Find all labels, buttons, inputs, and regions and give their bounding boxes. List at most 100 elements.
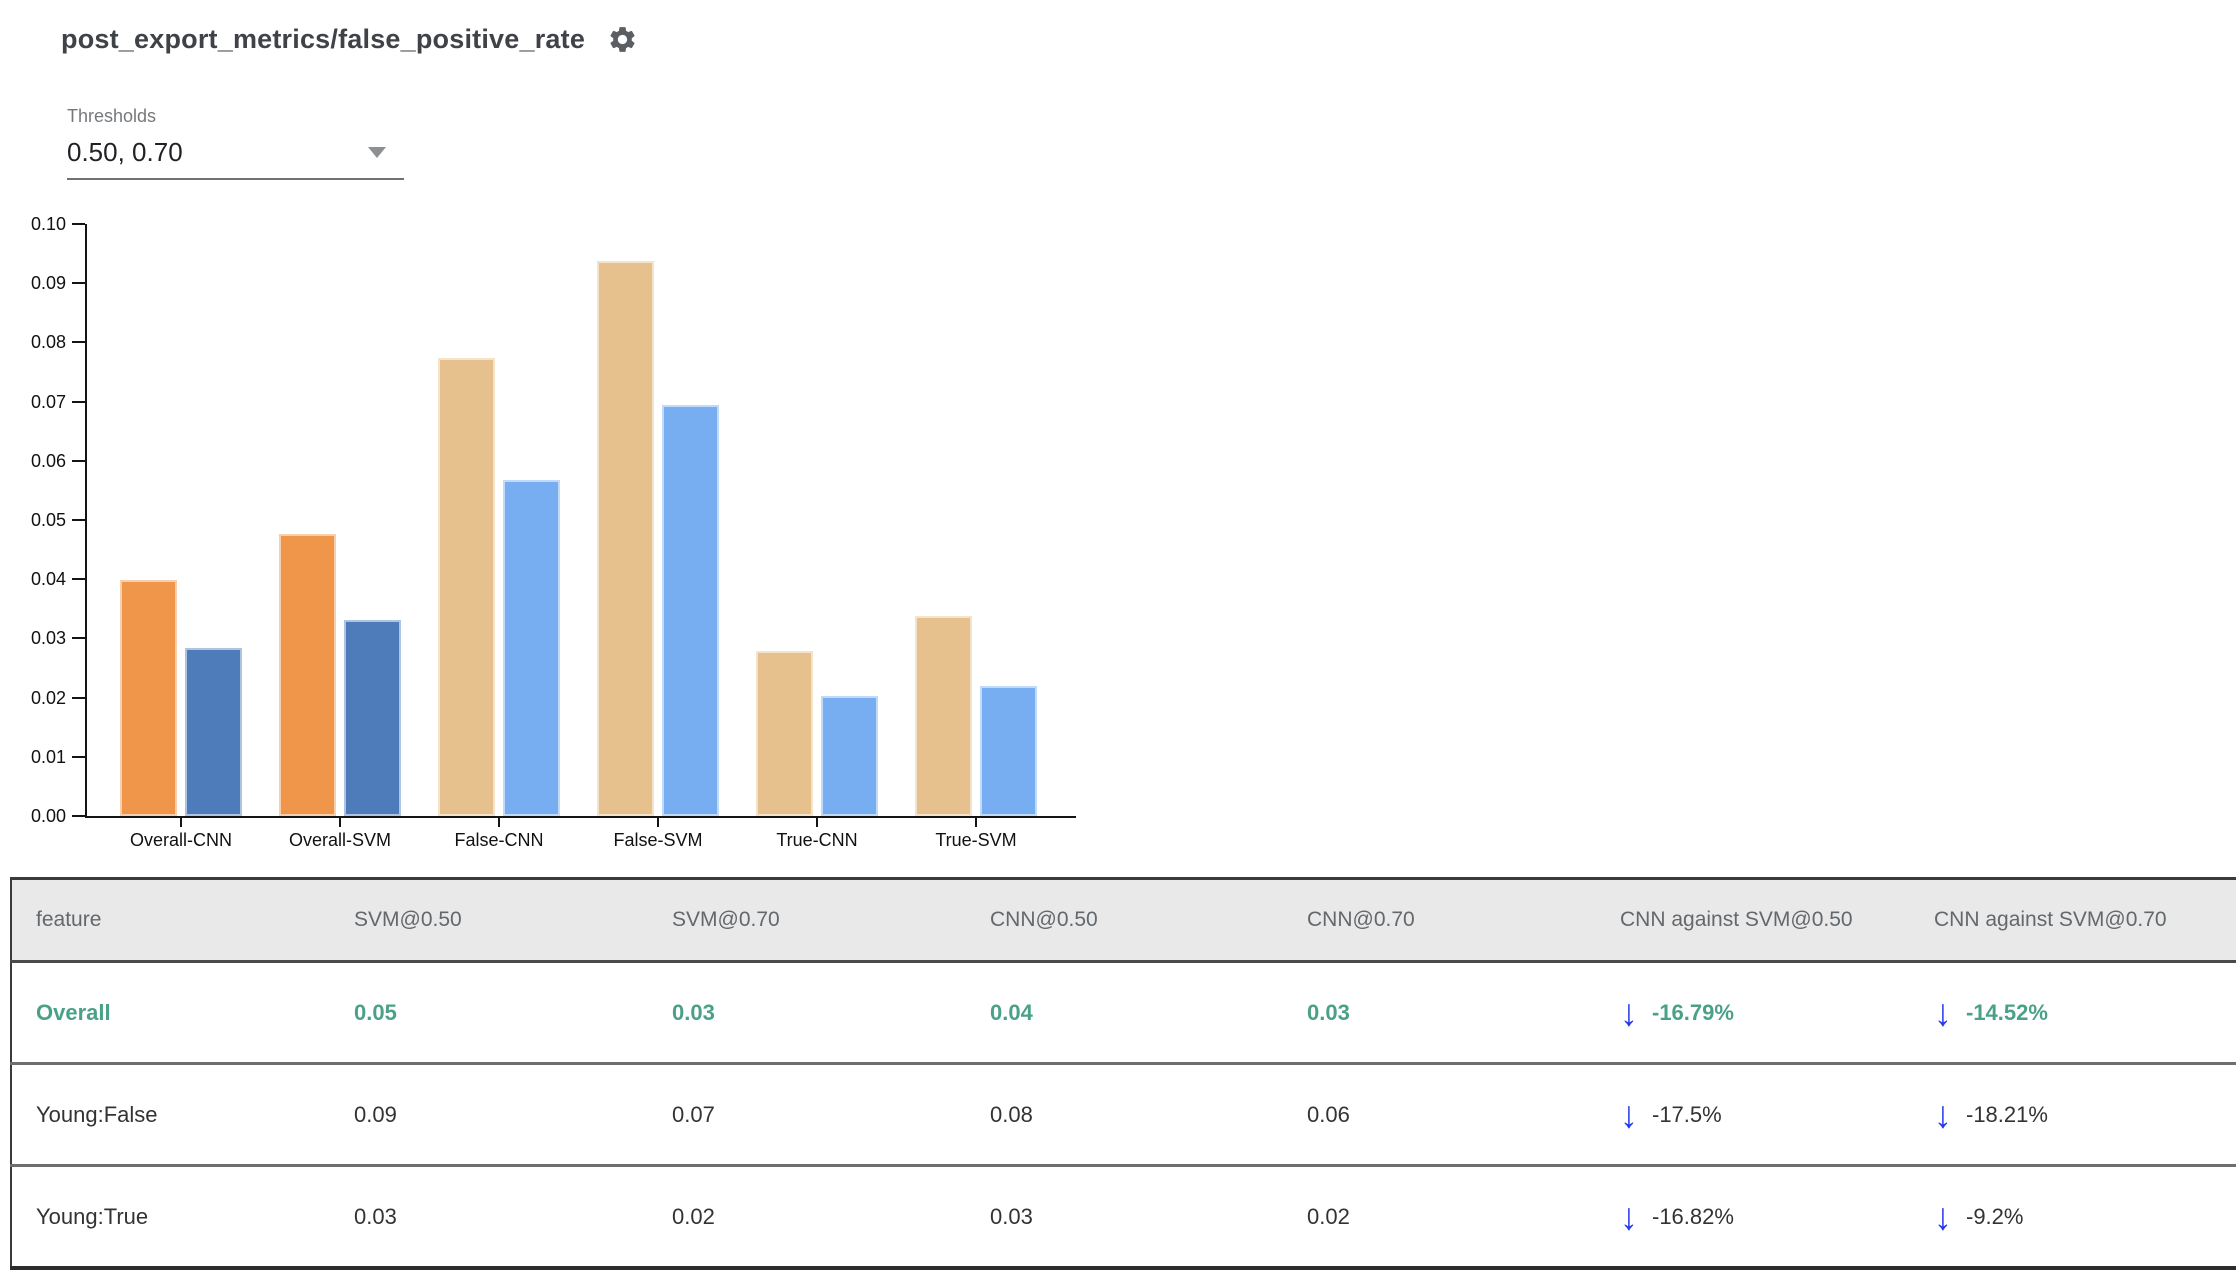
x-axis-label: True-SVM: [935, 830, 1017, 850]
column-header: CNN@0.70: [1306, 878, 1619, 963]
feature-cell: Young:True: [36, 1203, 149, 1229]
arrow-down-icon: ↓: [1620, 1194, 1638, 1238]
y-axis-tick: [72, 519, 85, 521]
bar-False-SVM-s0: [597, 261, 654, 816]
x-axis-tick: [180, 818, 182, 827]
column-header: CNN@0.50: [989, 878, 1306, 963]
bar-Overall-CNN-s1: [185, 647, 242, 816]
value-cell: 0.08: [989, 1063, 1306, 1167]
column-header: SVM@0.50: [353, 878, 671, 963]
column-header: CNN against SVM@0.70: [1933, 878, 2236, 963]
y-axis-label: 0.10: [30, 214, 66, 234]
y-axis-label: 0.01: [30, 746, 66, 767]
y-axis-label: 0.00: [30, 806, 66, 826]
y-axis-tick: [72, 341, 85, 344]
value-cell: 0.05: [353, 961, 671, 1065]
x-axis-label: True-CNN: [776, 830, 858, 850]
value-cell: 0.04: [989, 961, 1306, 1065]
metrics-table: feature SVM@0.50 SVM@0.70 CNN@0.50 CNN@0.70 C…: [10, 877, 2236, 1270]
bar-True-SVM-s1: [980, 685, 1037, 816]
x-axis-tick: [498, 818, 500, 827]
table-row: Young:True 0.03 0.02 0.03 0.02 ↓ -16.82% ↓ -9.2%: [11, 1166, 2236, 1269]
delta-cell: ↓ -14.52%: [1933, 961, 2236, 1065]
table-row: Young:False 0.09 0.07 0.08 0.06 ↓ -17.5% ↓ -18.2…: [11, 1063, 2236, 1167]
delta-cell: ↓ -17.5%: [1619, 1063, 1933, 1167]
bar-False-CNN-s1: [503, 479, 560, 816]
bar-False-SVM-s1: [662, 404, 719, 816]
delta-value: ↓ -18.21%: [1934, 1092, 2048, 1136]
bar-Overall-SVM-s1: [344, 620, 401, 816]
y-axis-label: 0.06: [30, 450, 66, 471]
value-cell: 0.09: [353, 1063, 671, 1167]
y-axis-tick: [72, 755, 85, 758]
table-row: Overall 0.05 0.03 0.04 0.03 ↓ -16.79% ↓ -14.52%: [11, 961, 2236, 1065]
arrow-down-icon: ↓: [1934, 1092, 1952, 1136]
bar-True-CNN-s0: [756, 650, 813, 816]
delta-percent: -16.79%: [1652, 999, 1734, 1025]
y-axis-tick: [72, 223, 85, 225]
y-axis-label: 0.09: [30, 273, 66, 294]
y-axis-tick: [72, 400, 85, 403]
y-axis-tick: [72, 637, 85, 640]
arrow-down-icon: ↓: [1934, 990, 1952, 1034]
y-axis-label: 0.07: [30, 391, 66, 412]
delta-value: ↓ -16.79%: [1620, 993, 1734, 1031]
arrow-down-icon: ↓: [1620, 1092, 1638, 1136]
value-cell: 0.03: [671, 961, 989, 1065]
value-cell: 0.02: [672, 1203, 715, 1229]
settings-gear-icon[interactable]: [607, 24, 638, 55]
x-axis-tick: [816, 818, 818, 827]
delta-percent: -16.82%: [1652, 1203, 1734, 1229]
y-axis-label: 0.08: [30, 332, 66, 353]
dropdown-arrow-icon: [368, 147, 386, 158]
x-axis-tick: [657, 818, 659, 827]
column-header: feature: [11, 878, 353, 963]
y-axis-tick: [72, 815, 85, 817]
x-axis-tick: [975, 818, 977, 827]
column-header: CNN against SVM@0.50: [1619, 878, 1933, 963]
page-title: post_export_metrics/false_positive_rate: [61, 24, 586, 54]
thresholds-value: 0.50, 0.70: [67, 137, 183, 167]
arrow-down-icon: ↓: [1934, 1194, 1952, 1238]
feature-cell: Young:False: [11, 1063, 353, 1167]
delta-percent: -9.2%: [1966, 1203, 2024, 1229]
delta-percent: -14.52%: [1966, 999, 2048, 1025]
delta-value: ↓ -16.82%: [1620, 1194, 1734, 1238]
x-axis-label: Overall-CNN: [129, 830, 232, 850]
y-axis-tick: [72, 459, 85, 462]
value-cell: 0.07: [671, 1063, 989, 1167]
delta-percent: -17.5%: [1652, 1101, 1722, 1127]
x-axis-label: Overall-SVM: [288, 830, 391, 850]
table-header-row: feature SVM@0.50 SVM@0.70 CNN@0.50 CNN@0.70 C…: [11, 878, 2236, 963]
column-header: SVM@0.70: [671, 878, 989, 963]
delta-value: ↓ -9.2%: [1934, 1194, 2024, 1238]
bar-chart: 0.00 0.01 0.02 0.03 0.04 0.05 0.06 0.07 0.08 0.09…: [0, 0, 1200, 880]
y-axis-label: 0.04: [30, 569, 66, 590]
y-axis-label: 0.02: [30, 687, 66, 708]
y-axis-tick: [72, 578, 85, 581]
value-cell: 0.03: [1306, 961, 1619, 1065]
value-cell: 0.02: [1307, 1203, 1350, 1229]
thresholds-select[interactable]: Thresholds 0.50, 0.70: [67, 106, 404, 180]
bar-True-SVM-s0: [915, 615, 972, 816]
x-axis-label: False-SVM: [613, 830, 703, 850]
delta-cell: ↓ -9.2%: [1933, 1166, 2236, 1269]
page-header: post_export_metrics/false_positive_rate: [61, 24, 638, 55]
y-axis-label: 0.03: [30, 628, 66, 649]
bar-True-CNN-s1: [821, 696, 878, 816]
value-cell: 0.03: [990, 1203, 1033, 1229]
feature-cell: Overall: [11, 961, 353, 1065]
delta-value: ↓ -14.52%: [1934, 990, 2048, 1034]
bar-Overall-SVM-s0: [279, 533, 336, 816]
y-axis-tick: [72, 282, 85, 285]
x-axis-label: False-CNN: [454, 830, 544, 850]
delta-cell: ↓ -16.79%: [1619, 961, 1933, 1065]
bar-Overall-CNN-s0: [120, 580, 177, 816]
bar-False-CNN-s0: [438, 358, 495, 816]
y-axis-tick: [72, 696, 85, 699]
x-axis-tick: [339, 818, 341, 827]
y-axis-label: 0.05: [30, 510, 66, 530]
thresholds-label: Thresholds: [67, 106, 157, 126]
delta-value: ↓ -17.5%: [1620, 1092, 1722, 1136]
delta-percent: -18.21%: [1966, 1101, 2048, 1127]
